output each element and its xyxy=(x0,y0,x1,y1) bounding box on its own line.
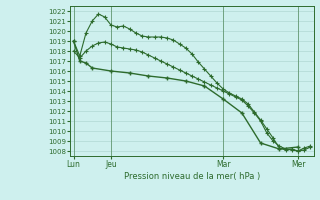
X-axis label: Pression niveau de la mer( hPa ): Pression niveau de la mer( hPa ) xyxy=(124,172,260,181)
